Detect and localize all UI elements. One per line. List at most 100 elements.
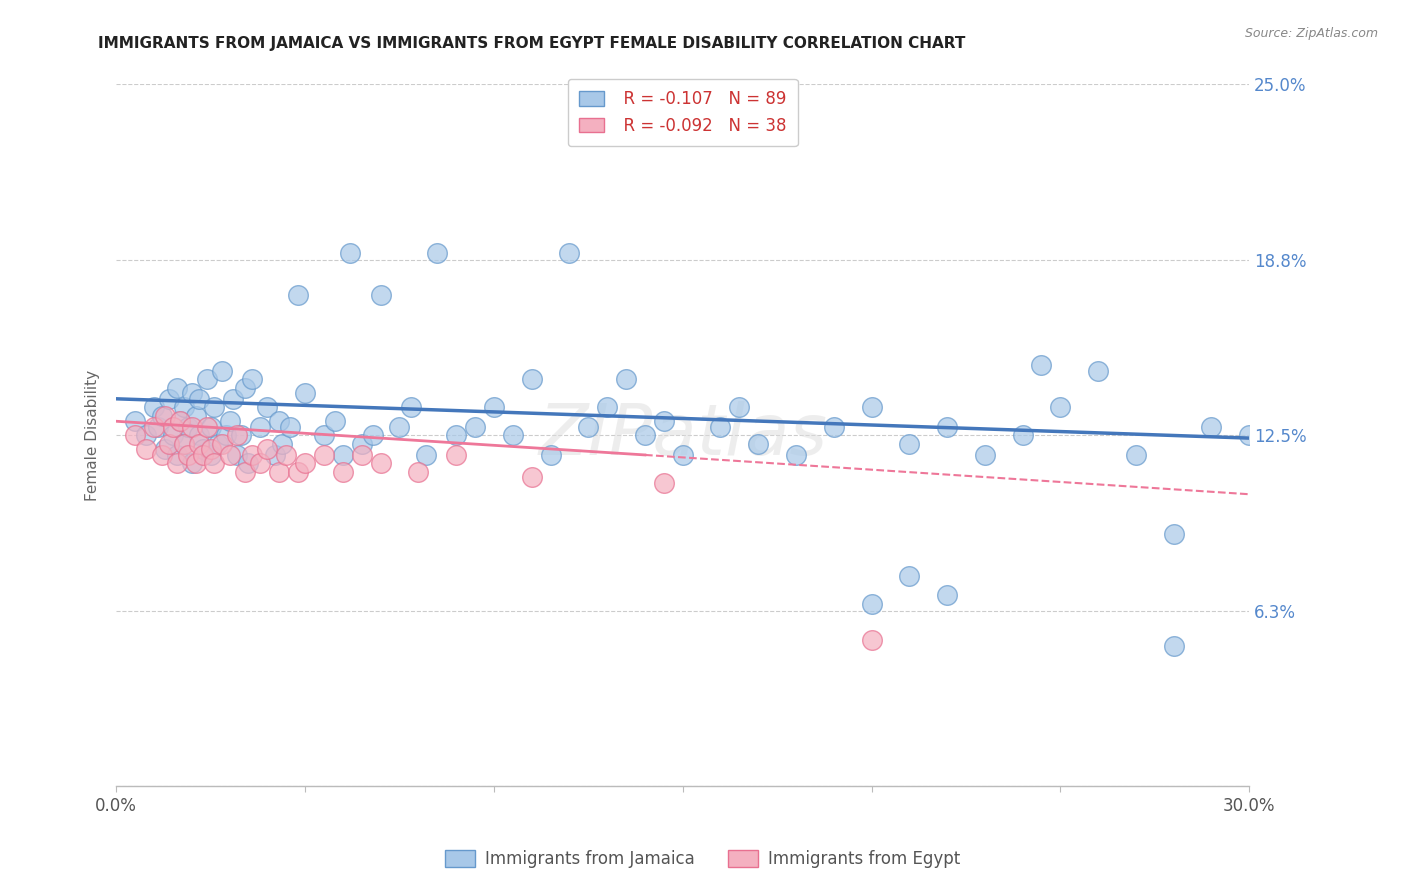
- Point: [1201, 420, 1223, 434]
- Point: [218, 414, 240, 428]
- Point: [267, 414, 290, 428]
- Point: [1275, 358, 1298, 372]
- Point: [898, 568, 921, 582]
- Point: [177, 420, 200, 434]
- Point: [166, 456, 188, 470]
- Point: [188, 428, 211, 442]
- Point: [399, 401, 422, 415]
- Point: [162, 428, 184, 442]
- Point: [558, 245, 581, 260]
- Point: [211, 364, 233, 378]
- Point: [672, 448, 695, 462]
- Point: [157, 392, 180, 406]
- Point: [218, 448, 240, 462]
- Point: [264, 448, 287, 462]
- Point: [146, 420, 169, 434]
- Point: [294, 386, 316, 401]
- Point: [860, 401, 883, 415]
- Point: [287, 465, 309, 479]
- Point: [240, 372, 263, 386]
- Point: [709, 420, 731, 434]
- Point: [226, 448, 249, 462]
- Point: [166, 381, 188, 395]
- Point: [323, 414, 346, 428]
- Point: [124, 428, 146, 442]
- Point: [361, 428, 384, 442]
- Point: [1049, 401, 1071, 415]
- Point: [166, 448, 188, 462]
- Point: [339, 245, 361, 260]
- Point: [226, 428, 249, 442]
- Point: [332, 465, 354, 479]
- Point: [785, 448, 807, 462]
- Point: [240, 448, 263, 462]
- Point: [408, 465, 430, 479]
- Point: [294, 456, 316, 470]
- Point: [312, 448, 335, 462]
- Point: [155, 442, 177, 457]
- Point: [973, 448, 995, 462]
- Point: [200, 442, 222, 457]
- Point: [143, 401, 166, 415]
- Point: [195, 420, 218, 434]
- Text: Source: ZipAtlas.com: Source: ZipAtlas.com: [1244, 27, 1378, 40]
- Point: [898, 436, 921, 450]
- Point: [1011, 428, 1033, 442]
- Point: [211, 436, 233, 450]
- Point: [162, 420, 184, 434]
- Point: [249, 456, 271, 470]
- Point: [1313, 448, 1336, 462]
- Point: [444, 428, 467, 442]
- Point: [1163, 639, 1185, 653]
- Y-axis label: Female Disability: Female Disability: [86, 369, 100, 500]
- Legend: Immigrants from Jamaica, Immigrants from Egypt: Immigrants from Jamaica, Immigrants from…: [439, 843, 967, 875]
- Point: [1163, 526, 1185, 541]
- Point: [823, 420, 845, 434]
- Point: [204, 456, 226, 470]
- Point: [143, 420, 166, 434]
- Point: [415, 448, 437, 462]
- Point: [614, 372, 637, 386]
- Point: [1125, 448, 1147, 462]
- Point: [652, 414, 675, 428]
- Point: [180, 386, 202, 401]
- Point: [184, 409, 207, 423]
- Point: [256, 442, 278, 457]
- Point: [169, 414, 191, 428]
- Point: [1237, 428, 1260, 442]
- Point: [312, 428, 335, 442]
- Point: [207, 436, 229, 450]
- Point: [464, 420, 486, 434]
- Point: [444, 448, 467, 462]
- Point: [1087, 364, 1109, 378]
- Point: [173, 401, 195, 415]
- Point: [150, 448, 173, 462]
- Point: [370, 288, 392, 302]
- Point: [332, 448, 354, 462]
- Point: [200, 448, 222, 462]
- Point: [169, 414, 191, 428]
- Point: [350, 436, 373, 450]
- Point: [276, 448, 298, 462]
- Point: [728, 401, 751, 415]
- Point: [188, 436, 211, 450]
- Point: [184, 456, 207, 470]
- Point: [267, 465, 290, 479]
- Point: [1031, 358, 1053, 372]
- Point: [191, 442, 214, 457]
- Point: [520, 372, 543, 386]
- Point: [200, 420, 222, 434]
- Point: [860, 633, 883, 648]
- Point: [426, 245, 449, 260]
- Point: [634, 428, 657, 442]
- Point: [157, 436, 180, 450]
- Point: [256, 401, 278, 415]
- Point: [233, 381, 256, 395]
- Point: [652, 475, 675, 490]
- Point: [204, 401, 226, 415]
- Point: [222, 392, 245, 406]
- Point: [124, 414, 146, 428]
- Point: [191, 448, 214, 462]
- Point: [173, 436, 195, 450]
- Point: [180, 420, 202, 434]
